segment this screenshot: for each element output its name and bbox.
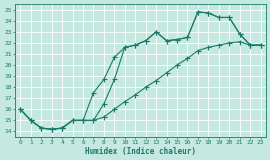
X-axis label: Humidex (Indice chaleur): Humidex (Indice chaleur) xyxy=(85,147,196,156)
